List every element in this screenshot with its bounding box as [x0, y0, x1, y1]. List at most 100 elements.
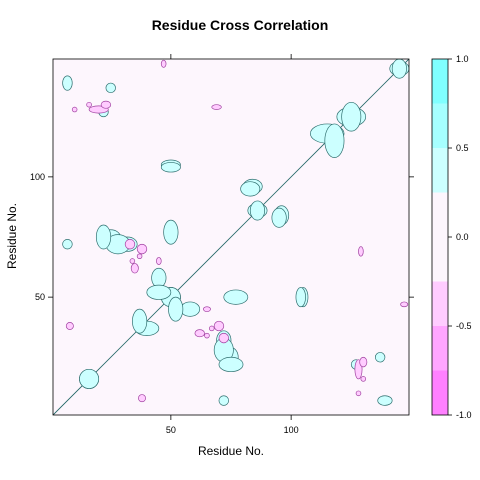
positive-region-mirror — [324, 123, 345, 158]
negative-region-outer — [211, 104, 222, 110]
negative-region-outer — [194, 329, 205, 338]
negative-region-mirror — [358, 246, 364, 257]
positive-region-4 — [151, 267, 201, 317]
negative-region-3 — [129, 258, 210, 339]
negative-region-2 — [136, 243, 225, 332]
negative-region-outer — [209, 325, 215, 332]
negative-region-13 — [160, 59, 409, 308]
negative-region-10 — [100, 100, 368, 368]
positive-region-13 — [95, 224, 244, 373]
positive-region-mirror — [62, 75, 73, 91]
positive-region-mirror — [341, 101, 362, 132]
negative-region-outer — [202, 306, 211, 312]
positive-region-16 — [247, 200, 268, 221]
x-axis-label: Residue No. — [198, 444, 264, 458]
positive-region-mirror — [240, 181, 261, 197]
y-tick-label-50: 50 — [35, 292, 45, 302]
x-tick-label-50: 50 — [166, 425, 176, 435]
positive-region-15 — [240, 181, 287, 228]
positive-region-5 — [163, 219, 249, 305]
positive-region-7 — [336, 101, 367, 132]
x-tick-label-100: 100 — [284, 425, 299, 435]
positive-region-outer — [62, 239, 73, 250]
positive-region-outer — [295, 287, 306, 308]
positive-region-19 — [62, 75, 393, 406]
negative-region-mirror — [138, 394, 146, 403]
negative-region-11 — [86, 101, 367, 382]
negative-region-5 — [124, 239, 229, 344]
negative-region-6 — [136, 253, 215, 332]
color-key-label-3: -0.5 — [456, 321, 472, 331]
positive-region-outer — [374, 352, 386, 363]
negative-region-mirror — [86, 101, 92, 108]
positive-region-11 — [146, 284, 184, 322]
negative-region-1 — [65, 322, 146, 403]
positive-region-2 — [132, 308, 160, 336]
color-key-band-5 — [432, 281, 448, 326]
correlation-marks — [53, 59, 409, 415]
color-key-band-2 — [432, 103, 448, 148]
positive-region-outer — [223, 289, 249, 305]
color-key-band-4 — [432, 192, 448, 282]
negative-region-outer — [360, 376, 367, 382]
negative-region-9 — [211, 104, 364, 257]
color-key-label-4: -1.0 — [456, 410, 472, 420]
color-key-band-6 — [432, 326, 448, 371]
y-tick-label-100: 100 — [30, 172, 45, 182]
positive-region-6 — [310, 123, 345, 158]
positive-region-mirror — [95, 224, 112, 250]
positive-region-mirror — [105, 82, 116, 94]
positive-region-22 — [105, 82, 386, 363]
negative-region-mirror — [355, 390, 362, 397]
positive-region-mirror — [160, 162, 181, 173]
positive-region-mirror — [151, 267, 167, 288]
color-key-band-3 — [432, 148, 448, 193]
positive-region-mirror — [391, 59, 407, 79]
negative-region-mirror — [204, 332, 210, 339]
positive-region-outer — [180, 301, 201, 317]
positive-region-18 — [160, 162, 306, 308]
negative-region-mirror — [124, 239, 136, 250]
negative-region-outer — [129, 258, 136, 264]
color-key-band-1 — [432, 59, 448, 104]
positive-region-12 — [105, 234, 234, 363]
negative-region-7 — [156, 257, 211, 312]
positive-region-mirror — [249, 200, 266, 221]
positive-region-mirror — [163, 219, 179, 245]
plot-area — [53, 59, 409, 415]
positive-region-mirror — [79, 368, 100, 389]
negative-region-outer — [136, 243, 148, 255]
axes: 50 100 50 100 — [30, 54, 414, 435]
positive-region-outer — [377, 395, 393, 406]
negative-region-outer — [359, 356, 368, 368]
plot-frame — [52, 58, 410, 416]
negative-region-mirror — [130, 263, 139, 274]
negative-region-outer — [218, 332, 229, 344]
negative-region-mirror — [136, 253, 143, 259]
positive-region-outer — [218, 356, 244, 373]
negative-region-mirror — [213, 320, 225, 332]
color-key-label-2: 0.0 — [456, 232, 469, 242]
negative-region-outer — [71, 106, 78, 113]
color-key-label-1: 0.5 — [456, 143, 469, 153]
chart-title: Residue Cross Correlation — [152, 17, 329, 33]
negative-region-outer — [160, 59, 167, 68]
y-axis-label: Residue No. — [5, 203, 19, 269]
positive-region-8 — [389, 59, 409, 79]
negative-region-mirror — [400, 301, 409, 308]
negative-region-outer — [65, 322, 74, 330]
positive-region-mirror — [132, 308, 148, 334]
negative-region-12 — [71, 106, 362, 397]
positive-region-outer — [271, 207, 287, 228]
positive-region-1 — [79, 368, 100, 389]
positive-region-outer — [146, 284, 172, 300]
negative-region-4 — [130, 263, 205, 338]
negative-region-mirror — [100, 100, 112, 109]
positive-region-20 — [62, 239, 229, 406]
color-key: 1.0 0.5 0.0 -0.5 -1.0 — [431, 54, 472, 420]
positive-region-mirror — [218, 395, 229, 406]
negative-region-mirror — [156, 257, 162, 266]
color-key-label-0: 1.0 — [456, 54, 469, 64]
positive-region-mirror — [168, 296, 184, 322]
